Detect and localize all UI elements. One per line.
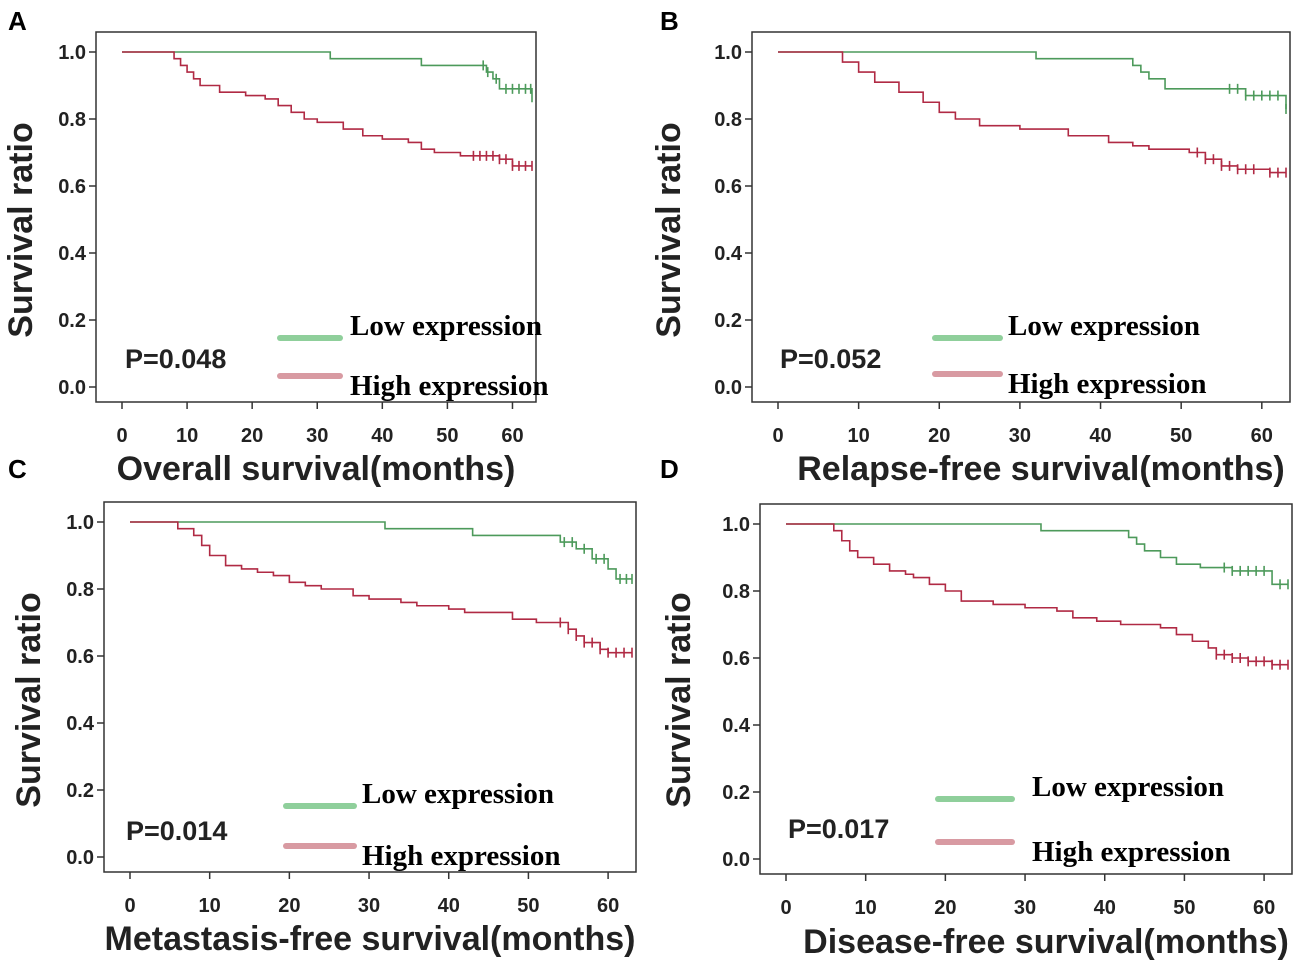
- legend-label-low: Low expression: [350, 310, 542, 342]
- x-tick-label: 0: [116, 425, 127, 447]
- y-tick-label: 0.6: [58, 176, 86, 198]
- legend-label-high: High expression: [362, 840, 560, 872]
- x-axis-title: Metastasis-free survival(months): [105, 920, 636, 958]
- p-value: P=0.052: [780, 344, 881, 374]
- y-tick-label: 1.0: [66, 512, 94, 534]
- x-tick-label: 10: [855, 897, 877, 919]
- plot-frame: [759, 503, 1293, 875]
- x-tick-label: 30: [1014, 897, 1036, 919]
- x-axis-title: Relapse-free survival(months): [797, 450, 1285, 488]
- x-tick-label: 20: [278, 895, 300, 917]
- x-tick-label: 50: [436, 425, 458, 447]
- x-tick-label: 50: [1170, 425, 1192, 447]
- curve-high-expression: [122, 51, 532, 167]
- x-tick-label: 40: [371, 425, 393, 447]
- y-tick-label: 0.4: [722, 715, 751, 737]
- x-tick-label: 50: [517, 895, 539, 917]
- panel-b: B 0.0 0.2 0.4 0.6 0.8 1.0 0 10 20 30 40 50 60 Relapse-…: [650, 6, 1291, 488]
- y-tick-label: 0.8: [714, 109, 742, 131]
- curve-high-expression: [130, 521, 632, 654]
- curve-high-expression: [786, 523, 1288, 666]
- legend-label-low: Low expression: [1032, 771, 1224, 803]
- x-axis-title: Overall survival(months): [117, 450, 516, 488]
- y-tick-label: 0.8: [58, 109, 86, 131]
- panel-letter: B: [660, 6, 679, 36]
- y-tick-label: 0.6: [722, 648, 750, 670]
- legend-label-high: High expression: [1008, 368, 1206, 400]
- y-tick-label: 0.8: [722, 581, 750, 603]
- x-tick-label: 20: [928, 425, 950, 447]
- y-tick-label: 0.4: [66, 713, 95, 735]
- y-tick-label: 0.2: [66, 780, 94, 802]
- x-tick-label: 60: [1253, 897, 1275, 919]
- y-tick-label: 0.6: [66, 646, 94, 668]
- x-tick-label: 0: [772, 425, 783, 447]
- curve-low-expression: [122, 51, 533, 103]
- p-value: P=0.017: [788, 814, 889, 844]
- x-tick-label: 10: [199, 895, 221, 917]
- y-tick-label: 0.4: [58, 243, 87, 265]
- curve-low-expression: [130, 521, 632, 580]
- legend-label-low: Low expression: [1008, 310, 1200, 342]
- y-tick-label: 1.0: [58, 42, 86, 64]
- y-tick-label: 0.0: [714, 377, 742, 399]
- y-axis-title: Survival ratio: [10, 592, 48, 807]
- y-tick-label: 0.2: [714, 310, 742, 332]
- panel-letter: D: [660, 454, 679, 484]
- p-value: P=0.048: [125, 344, 226, 374]
- y-axis-title: Survival ratio: [650, 122, 688, 337]
- x-tick-label: 30: [1009, 425, 1031, 447]
- curve-low-expression: [786, 523, 1288, 586]
- y-tick-label: 0.0: [58, 377, 86, 399]
- curve-high-expression: [778, 51, 1286, 174]
- y-tick-label: 0.6: [714, 176, 742, 198]
- p-value: P=0.014: [126, 816, 227, 846]
- x-tick-label: 0: [124, 895, 135, 917]
- y-tick-label: 0.2: [722, 782, 750, 804]
- x-tick-label: 60: [1251, 425, 1273, 447]
- y-tick-label: 0.4: [714, 243, 743, 265]
- x-tick-label: 30: [306, 425, 328, 447]
- panel-d: D 0.0 0.2 0.4 0.6 0.8 1.0 0 10 20 30 40 50 60 Disease-…: [660, 454, 1293, 961]
- legend-label-high: High expression: [1032, 836, 1230, 868]
- y-tick-label: 0.2: [58, 310, 86, 332]
- x-tick-label: 40: [1089, 425, 1111, 447]
- x-tick-label: 60: [597, 895, 619, 917]
- y-tick-label: 0.0: [66, 847, 94, 869]
- panel-letter: C: [8, 454, 27, 484]
- x-tick-label: 10: [176, 425, 198, 447]
- panel-c: C 0.0 0.2 0.4 0.6 0.8 1.0 0 10 20 30 40 50 60 Metastas…: [8, 454, 637, 958]
- panel-a: A 0.0 0.2 0.4 0.6 0.8 1.0 0 10 20 30 40 50 60 Overall …: [2, 6, 548, 488]
- plot-frame: [103, 501, 637, 873]
- x-tick-label: 30: [358, 895, 380, 917]
- x-axis-title: Disease-free survival(months): [803, 923, 1289, 961]
- x-tick-label: 0: [780, 897, 791, 919]
- y-axis-title: Survival ratio: [660, 592, 698, 807]
- plot-frame: [95, 31, 537, 403]
- y-tick-label: 0.8: [66, 579, 94, 601]
- y-tick-label: 0.0: [722, 849, 750, 871]
- y-tick-label: 1.0: [714, 42, 742, 64]
- x-tick-label: 20: [241, 425, 263, 447]
- curve-low-expression: [778, 51, 1287, 109]
- x-tick-label: 10: [848, 425, 870, 447]
- legend-label-low: Low expression: [362, 778, 554, 810]
- legend-label-high: High expression: [350, 370, 548, 402]
- x-tick-label: 40: [438, 895, 460, 917]
- y-tick-label: 1.0: [722, 514, 750, 536]
- x-tick-label: 20: [934, 897, 956, 919]
- x-tick-label: 60: [501, 425, 523, 447]
- y-axis-title: Survival ratio: [2, 122, 40, 337]
- panel-letter: A: [8, 6, 27, 36]
- x-tick-label: 50: [1173, 897, 1195, 919]
- x-tick-label: 40: [1094, 897, 1116, 919]
- plot-frame: [751, 31, 1291, 403]
